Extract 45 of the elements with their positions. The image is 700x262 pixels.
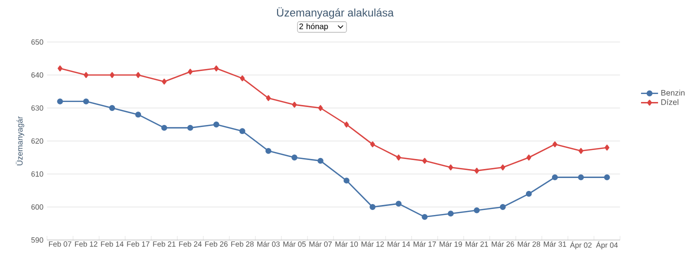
point bbox=[422, 158, 428, 164]
point bbox=[136, 72, 141, 78]
point bbox=[474, 207, 480, 214]
point bbox=[526, 190, 532, 197]
point bbox=[161, 124, 168, 131]
point bbox=[500, 204, 506, 210]
point bbox=[162, 78, 167, 85]
point bbox=[552, 141, 558, 148]
point bbox=[58, 65, 62, 72]
point bbox=[187, 124, 194, 131]
point bbox=[214, 65, 219, 72]
point bbox=[188, 68, 193, 75]
point bbox=[240, 75, 245, 82]
point bbox=[57, 98, 63, 104]
point bbox=[396, 200, 402, 207]
point bbox=[526, 154, 532, 160]
point bbox=[109, 105, 116, 111]
point bbox=[266, 95, 271, 102]
point bbox=[84, 72, 88, 78]
point bbox=[500, 164, 506, 170]
point bbox=[291, 154, 298, 160]
point bbox=[448, 210, 454, 217]
point bbox=[604, 144, 610, 151]
point bbox=[83, 98, 90, 104]
point bbox=[578, 174, 584, 180]
point bbox=[396, 154, 401, 160]
point bbox=[292, 102, 297, 108]
chart-title: Üzemanyagár alakulása bbox=[277, 7, 394, 19]
point bbox=[135, 112, 142, 118]
point bbox=[265, 148, 272, 154]
point bbox=[370, 141, 375, 148]
point bbox=[448, 164, 454, 170]
point bbox=[552, 174, 558, 180]
point bbox=[239, 128, 246, 134]
point bbox=[474, 168, 480, 174]
point bbox=[110, 72, 114, 78]
point bbox=[370, 204, 376, 210]
point bbox=[213, 122, 220, 128]
point bbox=[318, 105, 323, 111]
point bbox=[344, 122, 349, 128]
point bbox=[318, 158, 324, 164]
point bbox=[604, 174, 610, 180]
point bbox=[422, 214, 428, 220]
point bbox=[578, 148, 584, 154]
point bbox=[344, 178, 350, 184]
